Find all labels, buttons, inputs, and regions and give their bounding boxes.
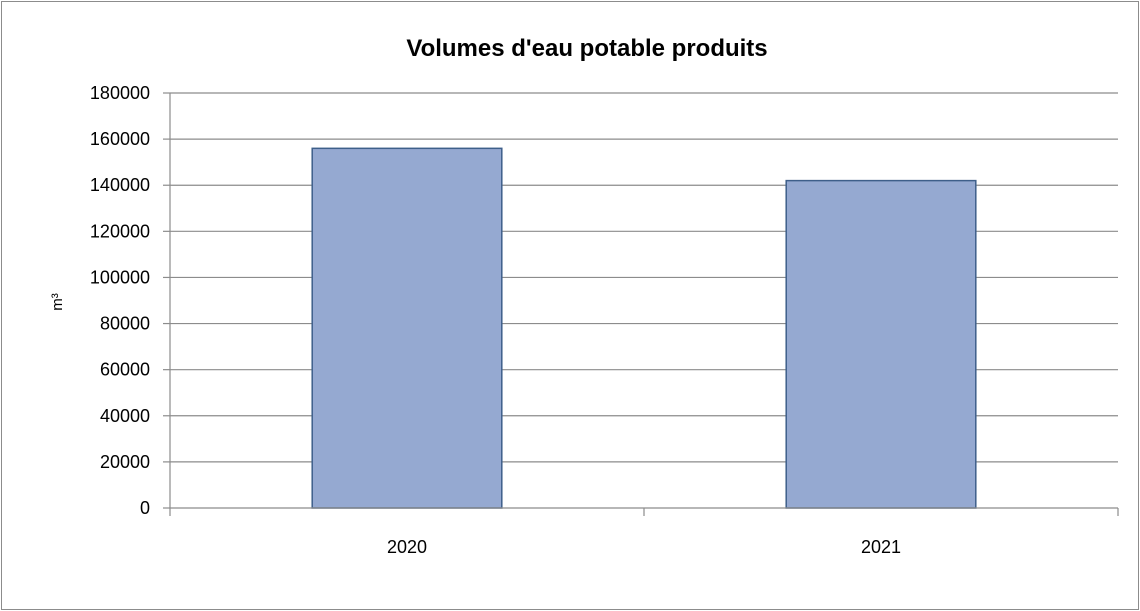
y-tick-label: 20000 — [100, 452, 150, 472]
y-tick-label: 140000 — [90, 175, 150, 195]
y-tick-label: 80000 — [100, 314, 150, 334]
y-axis-title: m³ — [49, 293, 66, 311]
y-tick-label: 60000 — [100, 360, 150, 380]
bars — [311, 147, 977, 509]
axes — [163, 92, 1119, 516]
y-tick-label: 100000 — [90, 267, 150, 287]
x-tick-label-2021: 2021 — [861, 537, 901, 557]
y-tick-label: 180000 — [90, 83, 150, 103]
y-tick-label: 0 — [140, 498, 150, 518]
y-tick-label: 160000 — [90, 129, 150, 149]
y-tick-label: 120000 — [90, 221, 150, 241]
x-tick-label-2020: 2020 — [387, 537, 427, 557]
bar-2020 — [311, 147, 503, 509]
chart-title: Volumes d'eau potable produits — [406, 35, 767, 62]
y-tick-label: 40000 — [100, 406, 150, 426]
y-tick-labels: 0 20000 40000 60000 80000 100000 120000 140000 1… — [90, 83, 150, 518]
x-tick-labels: 2020 2021 — [387, 537, 901, 557]
bar-2021 — [785, 179, 977, 509]
